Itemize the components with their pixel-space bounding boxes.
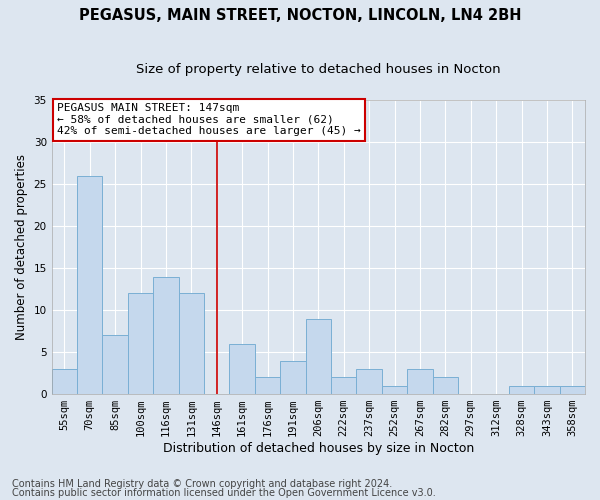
Bar <box>128 294 153 394</box>
X-axis label: Distribution of detached houses by size in Nocton: Distribution of detached houses by size … <box>163 442 474 455</box>
Text: PEGASUS, MAIN STREET, NOCTON, LINCOLN, LN4 2BH: PEGASUS, MAIN STREET, NOCTON, LINCOLN, L… <box>79 8 521 22</box>
Bar <box>331 378 356 394</box>
Bar <box>77 176 103 394</box>
Bar <box>382 386 407 394</box>
Bar <box>103 336 128 394</box>
Bar <box>229 344 255 394</box>
Bar <box>433 378 458 394</box>
Bar <box>179 294 204 394</box>
Bar <box>153 276 179 394</box>
Y-axis label: Number of detached properties: Number of detached properties <box>15 154 28 340</box>
Bar <box>560 386 585 394</box>
Bar <box>356 369 382 394</box>
Bar <box>407 369 433 394</box>
Bar <box>509 386 534 394</box>
Bar <box>280 360 305 394</box>
Bar <box>534 386 560 394</box>
Bar <box>305 318 331 394</box>
Bar <box>52 369 77 394</box>
Text: Contains public sector information licensed under the Open Government Licence v3: Contains public sector information licen… <box>12 488 436 498</box>
Title: Size of property relative to detached houses in Nocton: Size of property relative to detached ho… <box>136 62 500 76</box>
Text: PEGASUS MAIN STREET: 147sqm
← 58% of detached houses are smaller (62)
42% of sem: PEGASUS MAIN STREET: 147sqm ← 58% of det… <box>57 103 361 136</box>
Bar <box>255 378 280 394</box>
Text: Contains HM Land Registry data © Crown copyright and database right 2024.: Contains HM Land Registry data © Crown c… <box>12 479 392 489</box>
